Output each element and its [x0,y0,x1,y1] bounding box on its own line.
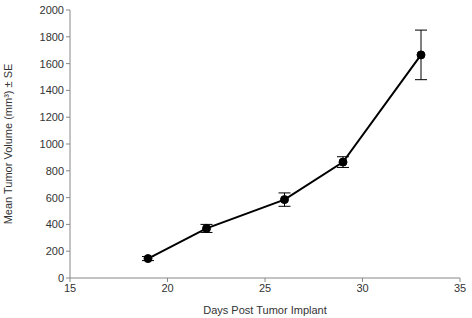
svg-text:Mean Tumor Volume (mm³) ± SE: Mean Tumor Volume (mm³) ± SE [8,64,14,225]
svg-text:400: 400 [46,218,64,230]
svg-text:Days Post Tumor Implant: Days Post Tumor Implant [203,304,327,316]
svg-text:1400: 1400 [40,84,64,96]
svg-text:1000: 1000 [40,138,64,150]
svg-text:600: 600 [46,192,64,204]
svg-text:25: 25 [259,282,271,294]
svg-text:30: 30 [356,282,368,294]
svg-text:800: 800 [46,165,64,177]
svg-text:20: 20 [161,282,173,294]
svg-text:35: 35 [454,282,464,294]
svg-text:1600: 1600 [40,58,64,70]
svg-text:2000: 2000 [40,4,64,16]
svg-text:200: 200 [46,245,64,257]
svg-text:0: 0 [58,272,64,284]
svg-text:1200: 1200 [40,111,64,123]
svg-text:1800: 1800 [40,31,64,43]
svg-text:15: 15 [64,282,76,294]
